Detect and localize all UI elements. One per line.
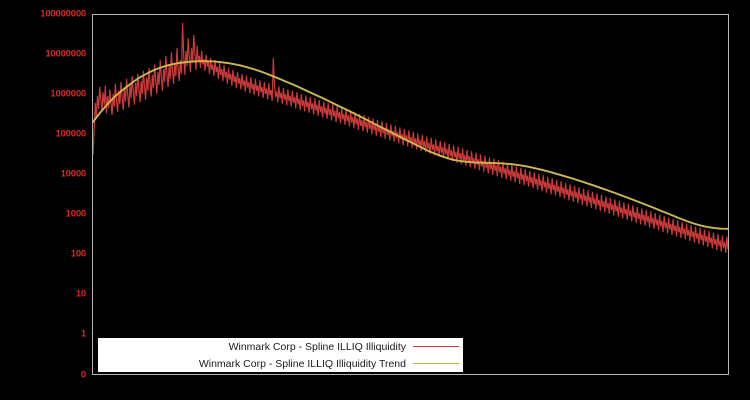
legend-entry: Winmark Corp - Spline ILLIQ Illiquidity	[98, 338, 463, 355]
legend-label: Winmark Corp - Spline ILLIQ Illiquidity …	[198, 357, 406, 370]
legend-label: Winmark Corp - Spline ILLIQ Illiquidity	[228, 340, 406, 353]
legend-entry: Winmark Corp - Spline ILLIQ Illiquidity …	[98, 355, 463, 372]
y-axis-tick-label: 10000000	[45, 48, 86, 60]
chart-legend: Winmark Corp - Spline ILLIQ Illiquidity …	[98, 338, 463, 372]
y-axis-tick-label: 100000000	[40, 8, 86, 20]
y-axis-tick-label: 0	[80, 369, 86, 381]
y-axis-tick-label: 1000	[65, 208, 87, 220]
y-axis-tick-label: 100000	[55, 128, 86, 140]
series-line-illiquidity	[93, 22, 728, 254]
y-axis-tick-label: 1	[80, 328, 86, 340]
y-axis-tick-label: 10	[75, 288, 86, 300]
plot-area	[92, 14, 729, 375]
y-axis-tick-label: 10000	[60, 168, 87, 180]
legend-color-swatch-line	[413, 346, 459, 347]
series-line-trend	[93, 60, 728, 230]
legend-color-swatch-line	[413, 363, 459, 364]
series-svg	[93, 22, 728, 254]
y-axis-tick-label: 1000000	[50, 88, 86, 100]
y-axis-tick-label: 100	[70, 248, 86, 260]
